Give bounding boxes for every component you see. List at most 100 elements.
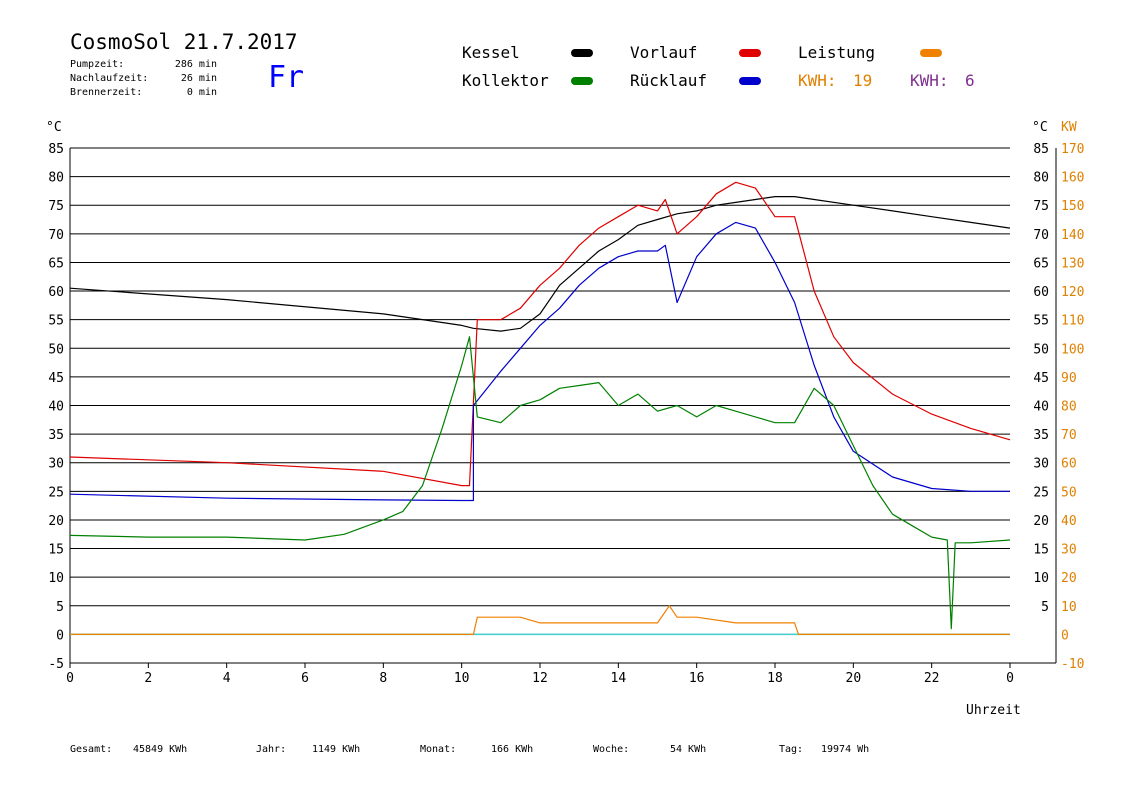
y-tick-label-power: 0 [1061, 628, 1069, 643]
x-tick-label: 16 [689, 671, 705, 686]
kwh-value-2: 6 [965, 71, 975, 90]
y-tick-label-power: 150 [1061, 199, 1084, 214]
stat-label-pumpzeit: Pumpzeit: [70, 59, 125, 70]
legend-swatch-kollektor [571, 77, 593, 85]
y-tick-label-right: 35 [1033, 428, 1049, 443]
footer-value-woche: 54 KWh [670, 744, 707, 755]
y-tick-label-power: 30 [1061, 543, 1077, 558]
y-tick-label-power: 20 [1061, 571, 1077, 586]
y-tick-label-left: 60 [48, 285, 64, 300]
y-tick-label-right: 15 [1033, 543, 1049, 558]
left-unit-label: °C [46, 120, 62, 135]
footer-value-tag: 19974 Wh [821, 744, 870, 755]
y-tick-label-left: 65 [48, 256, 64, 271]
footer-label-gesamt: Gesamt: [70, 744, 113, 755]
y-tick-label-left: 75 [48, 199, 64, 214]
y-tick-label-left: 10 [48, 571, 64, 586]
y-tick-label-left: 45 [48, 371, 64, 386]
x-tick-label: 18 [767, 671, 783, 686]
y-tick-label-left: 5 [56, 600, 64, 615]
y-tick-label-right: 75 [1033, 199, 1049, 214]
y-tick-label-power: 70 [1061, 428, 1077, 443]
weekday-label: Fr [268, 60, 305, 95]
y-tick-label-power: 120 [1061, 285, 1084, 300]
y-tick-label-right: 30 [1033, 457, 1049, 472]
y-tick-label-right: 5 [1041, 600, 1049, 615]
y-tick-label-left: 35 [48, 428, 64, 443]
stat-value-nachlaufzeit: 26 min [180, 73, 217, 84]
x-tick-label: 8 [379, 671, 387, 686]
legend-swatch-ruecklauf [739, 77, 761, 85]
series-line-vorlauf [69, 181, 1011, 487]
y-tick-label-right: 50 [1033, 342, 1049, 357]
y-tick-label-power: -10 [1061, 657, 1084, 672]
stat-label-nachlaufzeit: Nachlaufzeit: [70, 73, 149, 84]
chart-title: CosmoSol 21.7.2017 [70, 30, 298, 54]
y-tick-label-power: 100 [1061, 342, 1084, 357]
y-tick-label-left: 55 [48, 314, 64, 329]
footer-label-tag: Tag: [779, 744, 804, 755]
axes [69, 148, 1057, 668]
footer-label-jahr: Jahr: [256, 744, 287, 755]
y-tick-label-power: 60 [1061, 457, 1077, 472]
legend-label-kessel: Kessel [462, 43, 520, 62]
x-tick-label: 6 [301, 671, 309, 686]
right-unit-label: °C [1032, 120, 1048, 135]
legend-label-leistung: Leistung [798, 43, 876, 62]
y-tick-label-left: -5 [48, 657, 64, 672]
y-tick-label-power: 50 [1061, 485, 1077, 500]
y-tick-label-left: 30 [48, 457, 64, 472]
y-tick-label-right: 45 [1033, 371, 1049, 386]
legend-swatch-vorlauf [739, 49, 761, 57]
grid-lines [70, 147, 1010, 635]
footer-label-woche: Woche: [593, 744, 630, 755]
y-tick-label-right: 20 [1033, 514, 1049, 529]
y-tick-label-power: 160 [1061, 171, 1084, 186]
y-tick-label-power: 80 [1061, 400, 1077, 415]
y-tick-label-power: 170 [1061, 142, 1084, 157]
x-tick-label: 14 [611, 671, 627, 686]
y-tick-label-right: 65 [1033, 256, 1049, 271]
footer-label-monat: Monat: [420, 744, 457, 755]
series-line-leistung [70, 605, 1010, 636]
legend-label-kollektor: Kollektor [462, 71, 549, 90]
x-tick-label: 0 [1006, 671, 1014, 686]
series-line-kollektor [69, 336, 1011, 630]
x-tick-label: 20 [846, 671, 862, 686]
y-tick-label-power: 90 [1061, 371, 1077, 386]
x-tick-label: 12 [532, 671, 548, 686]
stat-value-pumpzeit: 286 min [174, 59, 217, 70]
y-tick-label-right: 10 [1033, 571, 1049, 586]
y-tick-label-right: 55 [1033, 314, 1049, 329]
series-line-rcklauf [69, 221, 1010, 502]
x-tick-label: 22 [924, 671, 940, 686]
legend-swatch-leistung [920, 49, 942, 57]
y-tick-label-left: 0 [56, 628, 64, 643]
stat-label-brennerzeit: Brennerzeit: [70, 87, 143, 98]
y-tick-label-left: 25 [48, 485, 64, 500]
kwh-label-2: KWH: [910, 71, 949, 90]
y-tick-label-right: 25 [1033, 485, 1049, 500]
legend-label-ruecklauf: Rücklauf [630, 71, 708, 90]
y-tick-label-right: 60 [1033, 285, 1049, 300]
y-tick-label-power: 140 [1061, 228, 1084, 243]
legend-swatch-kessel [571, 49, 593, 57]
tick-labels: 8580757065605550454035302520151050-58580… [48, 142, 1084, 686]
series-line-kessel [69, 196, 1011, 332]
legend-label-vorlauf: Vorlauf [630, 43, 698, 62]
x-tick-label: 10 [454, 671, 470, 686]
y-tick-label-power: 40 [1061, 514, 1077, 529]
x-tick-label: 2 [144, 671, 152, 686]
y-tick-label-left: 15 [48, 543, 64, 558]
right-power-unit-label: KW [1061, 120, 1077, 135]
footer-value-gesamt: 45849 KWh [133, 744, 188, 755]
y-tick-label-left: 85 [48, 142, 64, 157]
y-tick-label-right: 40 [1033, 400, 1049, 415]
y-tick-label-right: 70 [1033, 228, 1049, 243]
y-tick-label-right: 80 [1033, 171, 1049, 186]
x-tick-label: 0 [66, 671, 74, 686]
y-tick-label-power: 10 [1061, 600, 1077, 615]
y-tick-label-left: 40 [48, 400, 64, 415]
footer-value-jahr: 1149 KWh [312, 744, 361, 755]
